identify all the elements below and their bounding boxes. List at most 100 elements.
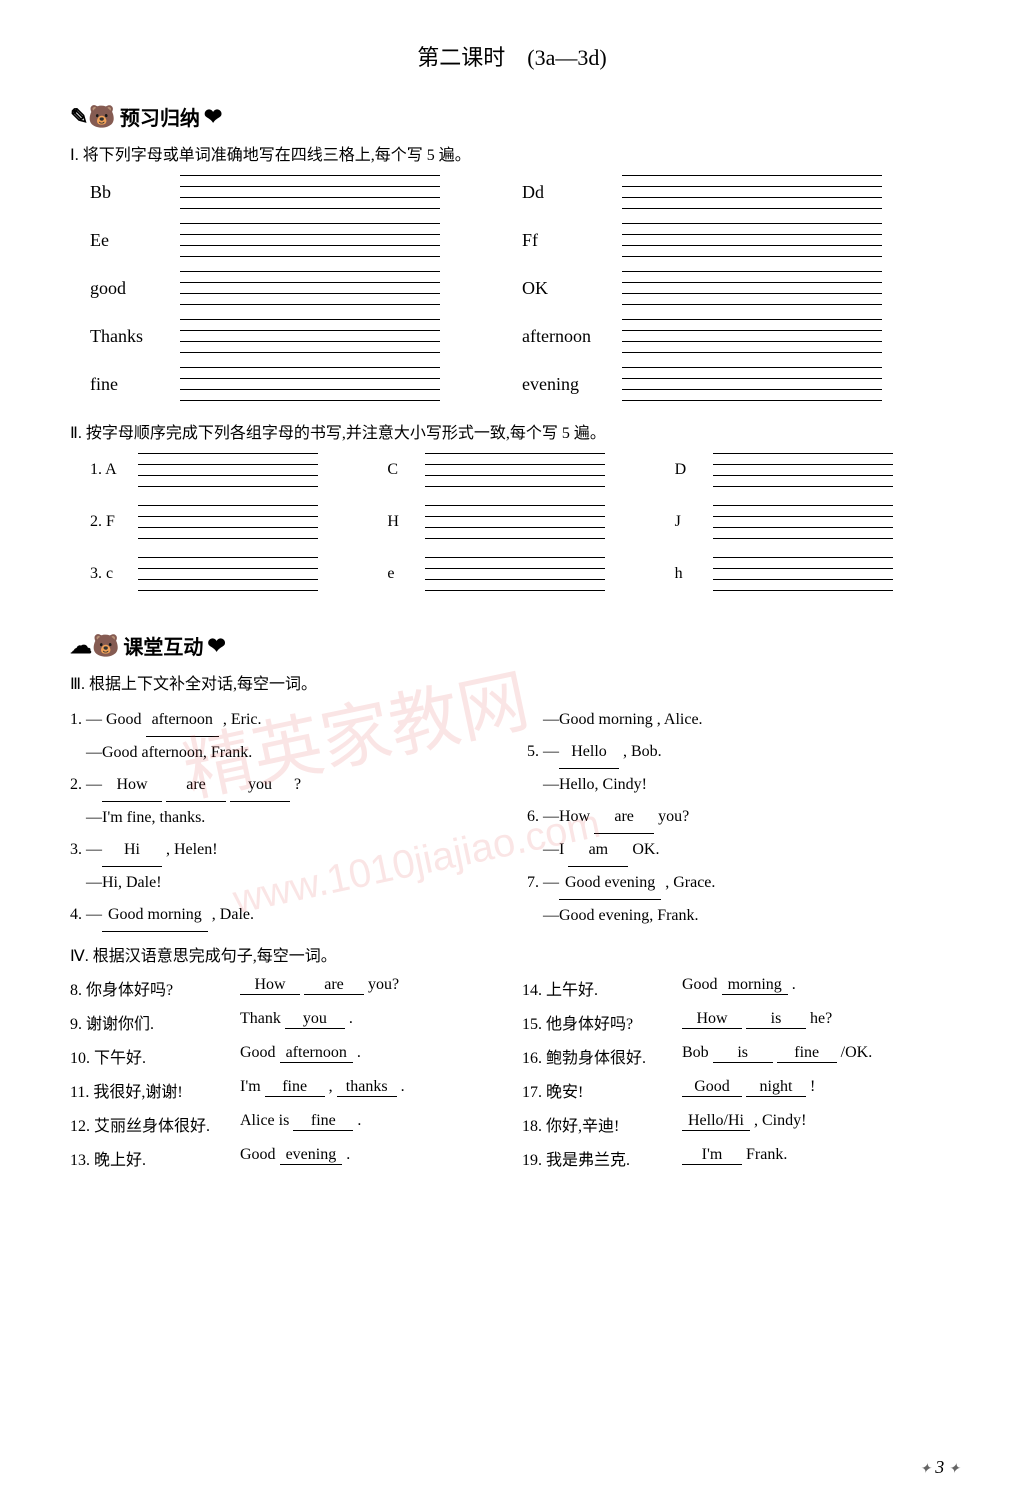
dialogue-line: —Good morning , Alice. — [527, 704, 954, 736]
answer-cell: Alice is fine . — [240, 1112, 512, 1136]
four-line-writing-area — [622, 271, 882, 305]
dialogue-line: 6. —How are you? — [527, 801, 954, 834]
chinese-prompt: 15. 他身体好吗? — [522, 1010, 672, 1034]
answer-cell: Good evening . — [240, 1146, 512, 1170]
writing-label: evening — [522, 374, 612, 395]
heart-icon: ❤ — [207, 633, 225, 659]
fill-blank: are — [304, 976, 364, 995]
answer-cell: Hello/Hi , Cindy! — [682, 1112, 954, 1136]
dialogue-line: 1. — Good afternoon , Eric. — [70, 704, 497, 737]
dialogue-line: —Good afternoon, Frank. — [70, 737, 497, 769]
fill-blank: is — [713, 1044, 773, 1063]
fill-blank: evening — [280, 1146, 343, 1165]
dialogue-line: —I'm fine, thanks. — [70, 802, 497, 834]
chinese-prompt: 17. 晚安! — [522, 1078, 672, 1102]
fill-blank: fine — [293, 1112, 353, 1131]
fill-blank: afternoon — [280, 1044, 353, 1063]
chinese-prompt: 14. 上午好. — [522, 976, 672, 1000]
sec3-instr: Ⅲ. 根据上下文补全对话,每空一词。 — [70, 670, 954, 694]
four-line-writing-area — [425, 453, 605, 487]
heart-icon: ❤ — [204, 104, 222, 130]
fill-blank: Good morning — [102, 899, 208, 932]
writing-label: good — [90, 278, 170, 299]
sec3-right-col: —Good morning , Alice.5. —Hello , Bob. —… — [527, 704, 954, 932]
seq-label: 2. F — [90, 513, 130, 531]
fill-blank: How — [240, 976, 300, 995]
banner2-text: 课堂互动 — [123, 631, 203, 660]
sec3-dialogue-grid: 1. — Good afternoon , Eric. —Good aftern… — [70, 704, 954, 932]
writing-label: afternoon — [522, 326, 612, 347]
dialogue-line: —I am OK. — [527, 834, 954, 867]
chinese-prompt: 16. 鲍勃身体很好. — [522, 1044, 672, 1068]
answer-cell: Bob is fine /OK. — [682, 1044, 954, 1068]
answer-cell: How are you? — [240, 976, 512, 1000]
writing-label: fine — [90, 374, 170, 395]
fill-blank: am — [568, 834, 628, 867]
dialogue-line: 2. —How are you ? — [70, 769, 497, 802]
sec2-sequence-grid: 1. ACD2. FHJ3. ceh — [90, 453, 954, 591]
dialogue-line: 4. —Good morning , Dale. — [70, 899, 497, 932]
chinese-prompt: 19. 我是弗兰克. — [522, 1146, 672, 1170]
dialogue-line: 5. —Hello , Bob. — [527, 736, 954, 769]
banner-deco-icon: ✎🐻 — [70, 104, 116, 130]
four-line-writing-area — [180, 175, 440, 209]
fill-blank: fine — [777, 1044, 837, 1063]
four-line-writing-area — [180, 367, 440, 401]
fill-blank: afternoon — [146, 704, 219, 737]
seq-label: h — [675, 565, 705, 583]
four-line-writing-area — [180, 319, 440, 353]
writing-label: Bb — [90, 182, 170, 203]
fill-blank: How — [102, 769, 162, 802]
dialogue-line: —Hi, Dale! — [70, 867, 497, 899]
answer-cell: Good morning . — [682, 976, 954, 1000]
fill-blank: is — [746, 1010, 806, 1029]
four-line-writing-area — [180, 223, 440, 257]
seq-label: D — [675, 461, 705, 479]
chinese-prompt: 10. 下午好. — [70, 1044, 230, 1068]
fill-blank: you — [285, 1010, 345, 1029]
fill-blank: Hello/Hi — [682, 1112, 750, 1131]
seq-label: e — [387, 565, 417, 583]
fill-blank: morning — [722, 976, 788, 995]
fill-blank: are — [594, 801, 654, 834]
four-line-writing-area — [425, 505, 605, 539]
seq-label: 1. A — [90, 461, 130, 479]
banner-preview: ✎🐻 预习归纳 ❤ — [70, 102, 954, 131]
writing-label: OK — [522, 278, 612, 299]
fill-blank: night — [746, 1078, 806, 1097]
fill-blank: Good — [682, 1078, 742, 1097]
four-line-writing-area — [622, 223, 882, 257]
fill-blank: you — [230, 769, 290, 802]
four-line-writing-area — [180, 271, 440, 305]
four-line-writing-area — [138, 453, 318, 487]
fill-blank: Hello — [559, 736, 619, 769]
four-line-writing-area — [622, 175, 882, 209]
dialogue-line: 3. —Hi , Helen! — [70, 834, 497, 867]
answer-cell: How is he? — [682, 1010, 954, 1034]
answer-cell: I'm Frank. — [682, 1146, 954, 1170]
fill-blank: are — [166, 769, 226, 802]
fill-blank: fine — [265, 1078, 325, 1097]
chinese-prompt: 8. 你身体好吗? — [70, 976, 230, 1000]
writing-label: Thanks — [90, 326, 170, 347]
page-number: 3 — [916, 1457, 964, 1478]
banner-class: ☁🐻 课堂互动 ❤ — [70, 631, 954, 660]
banner-deco-icon: ☁🐻 — [70, 633, 119, 659]
seq-label: J — [675, 513, 705, 531]
four-line-writing-area — [138, 505, 318, 539]
fill-blank: How — [682, 1010, 742, 1029]
answer-cell: Good night ! — [682, 1078, 954, 1102]
fill-blank: Hi — [102, 834, 162, 867]
dialogue-line: —Hello, Cindy! — [527, 769, 954, 801]
chinese-prompt: 9. 谢谢你们. — [70, 1010, 230, 1034]
sec3-left-col: 1. — Good afternoon , Eric. —Good aftern… — [70, 704, 497, 932]
chinese-prompt: 18. 你好,辛迪! — [522, 1112, 672, 1136]
four-line-writing-area — [138, 557, 318, 591]
answer-cell: I'm fine , thanks . — [240, 1078, 512, 1102]
fill-blank: Good evening — [559, 867, 661, 900]
four-line-writing-area — [622, 367, 882, 401]
writing-label: Ee — [90, 230, 170, 251]
sec1-instr: Ⅰ. 将下列字母或单词准确地写在四线三格上,每个写 5 遍。 — [70, 141, 954, 165]
answer-cell: Good afternoon . — [240, 1044, 512, 1068]
seq-label: C — [387, 461, 417, 479]
